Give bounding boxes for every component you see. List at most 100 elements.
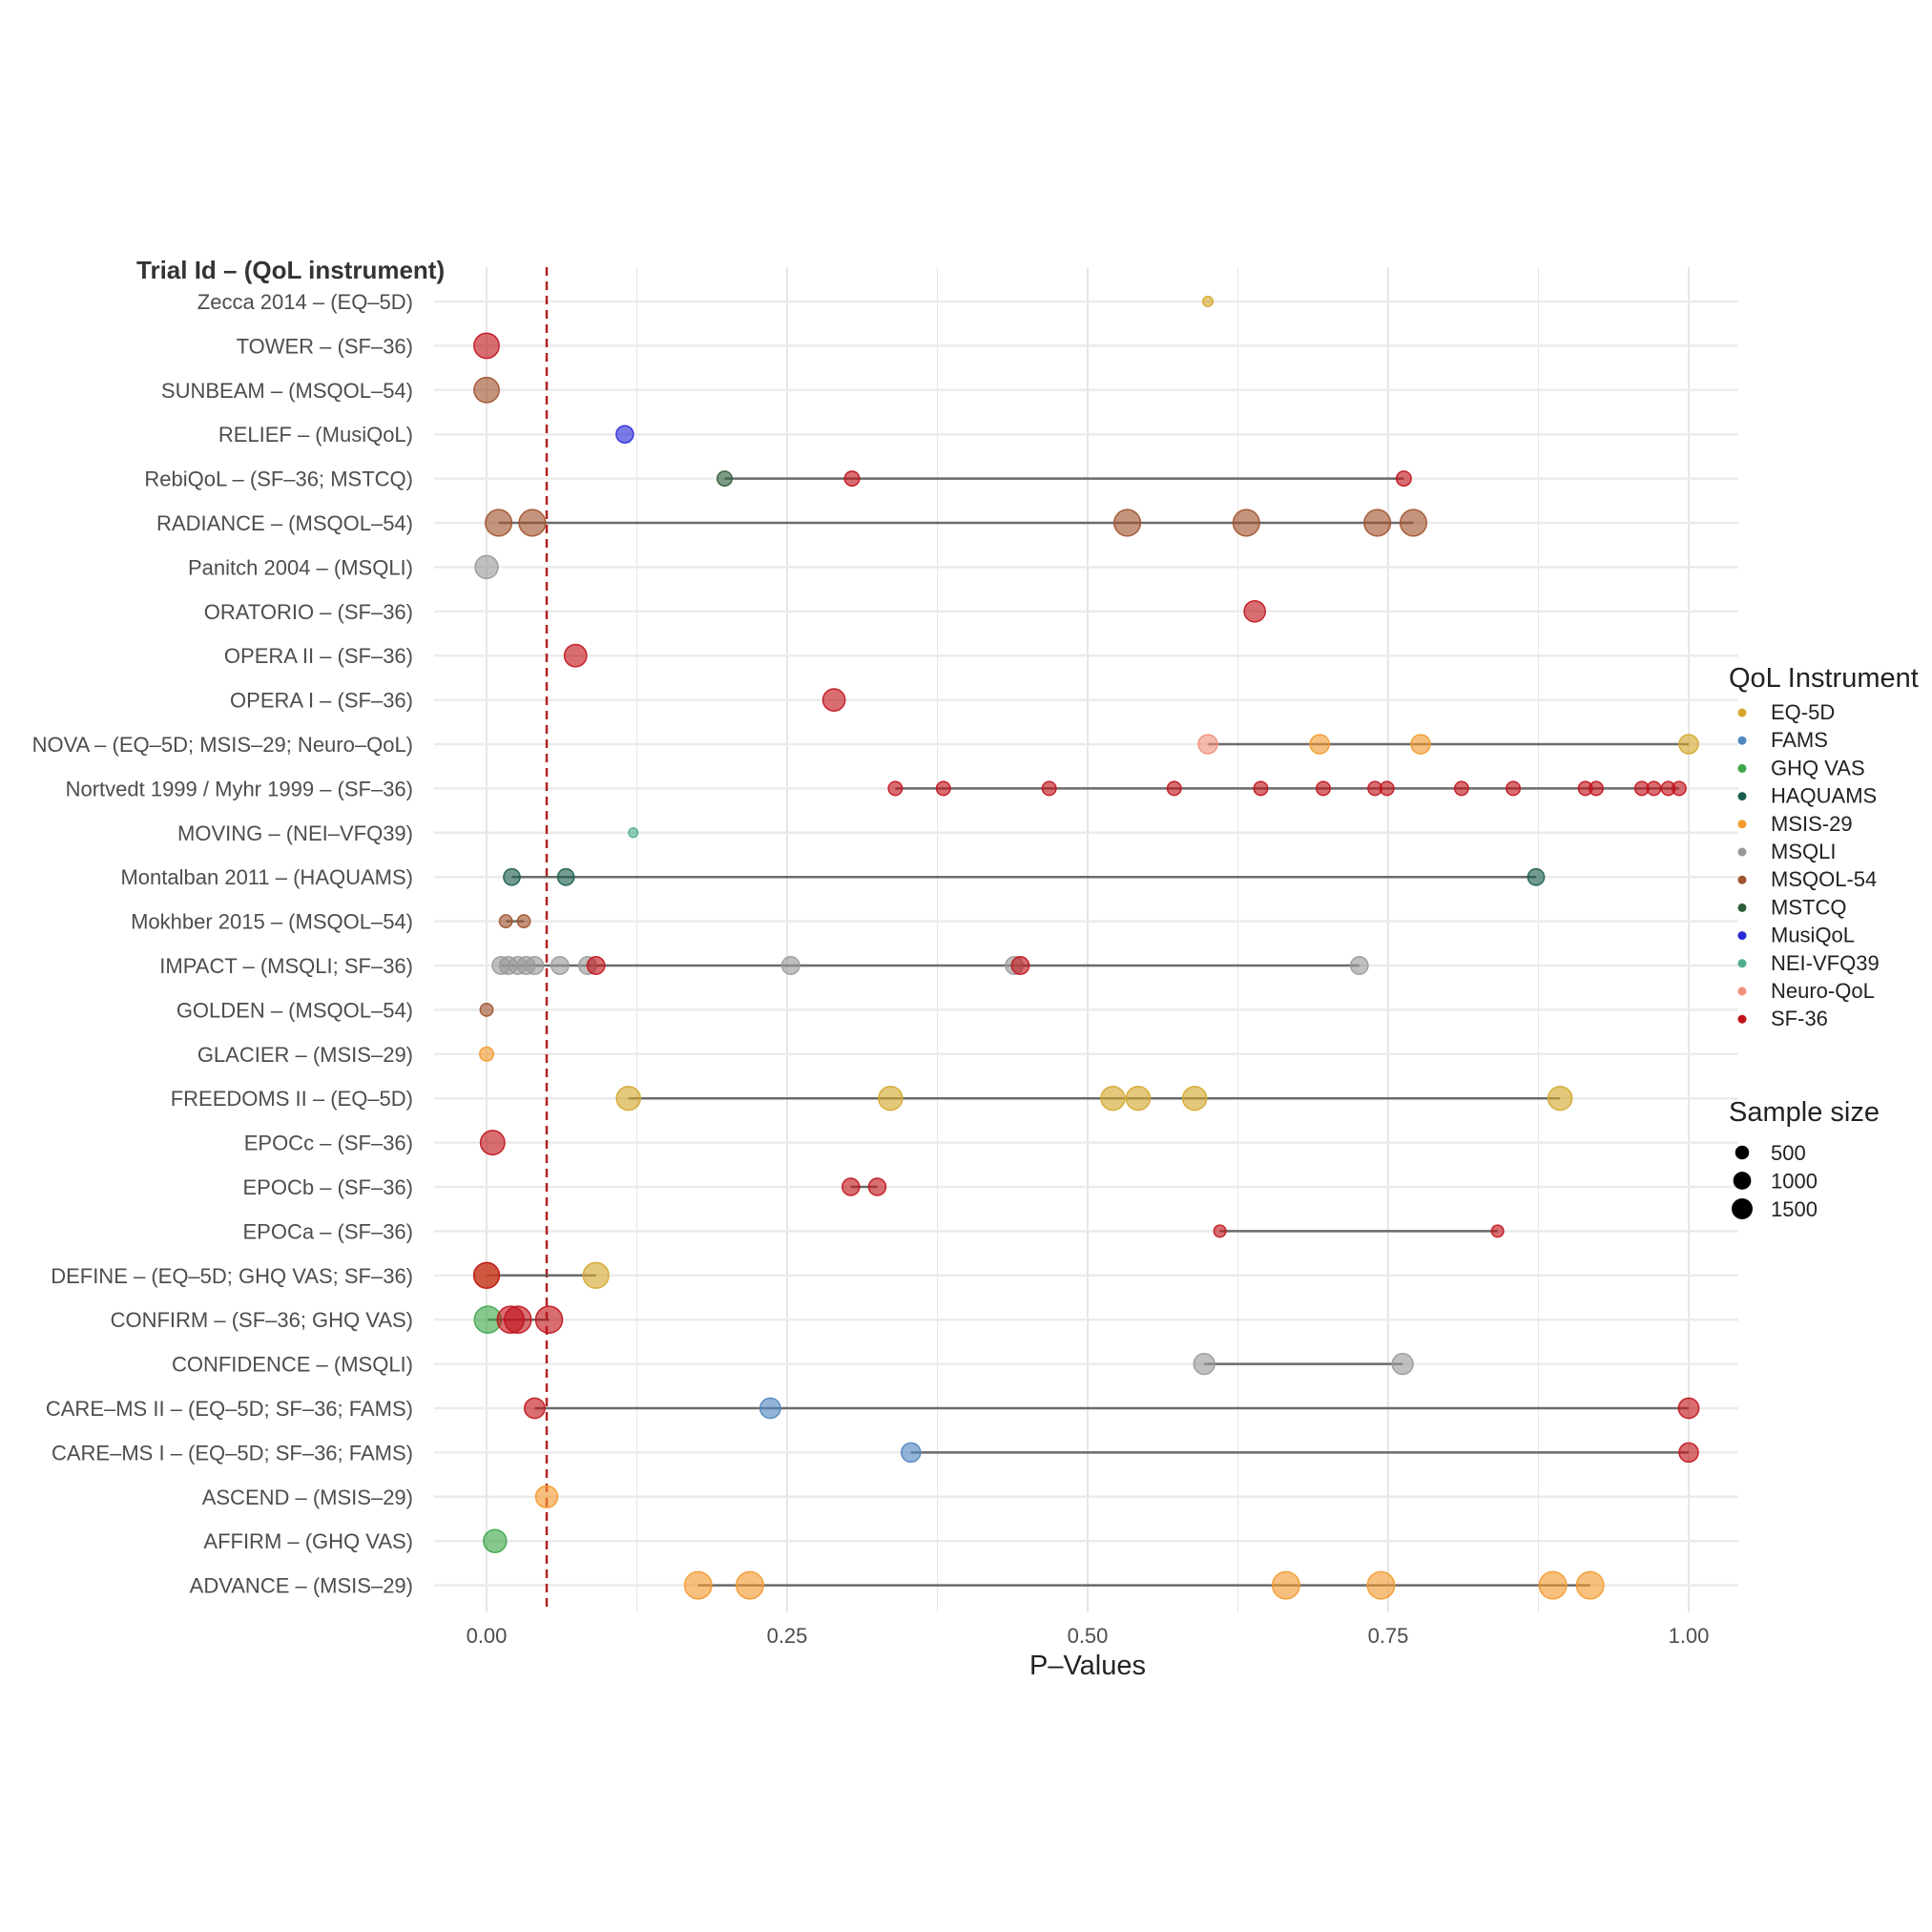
data-point bbox=[615, 425, 634, 444]
data-point bbox=[821, 688, 846, 712]
data-point bbox=[1193, 1352, 1215, 1376]
legend-label: SF-36 bbox=[1771, 1007, 1828, 1030]
data-point bbox=[516, 914, 531, 929]
data-point bbox=[1677, 1397, 1700, 1420]
legend-label: MSTCQ bbox=[1771, 895, 1846, 919]
legend-swatch bbox=[1737, 931, 1747, 941]
legend-label: Neuro-QoL bbox=[1771, 979, 1875, 1003]
y-tick-label: AFFIRM – (GHQ VAS) bbox=[203, 1529, 413, 1553]
legend-swatch bbox=[1737, 987, 1747, 996]
data-point bbox=[841, 1177, 861, 1196]
legend-swatch bbox=[1737, 847, 1747, 857]
data-point bbox=[479, 1130, 506, 1156]
data-point bbox=[1490, 1224, 1505, 1238]
x-tick-label: 0.25 bbox=[767, 1624, 808, 1648]
legend-label: MSIS-29 bbox=[1771, 812, 1853, 836]
data-point bbox=[556, 867, 575, 886]
data-point bbox=[473, 376, 500, 404]
data-point bbox=[1232, 509, 1260, 537]
data-point bbox=[524, 1397, 546, 1420]
data-point bbox=[1125, 1085, 1152, 1111]
sample-size-legend: Sample size 500 1000 1500 bbox=[1729, 1097, 1880, 1221]
data-point bbox=[534, 1305, 564, 1334]
data-point bbox=[586, 956, 606, 975]
y-tick-label: Mokhber 2015 – (MSQOL–54) bbox=[131, 910, 413, 934]
y-tick-label: Zecca 2014 – (EQ–5D) bbox=[197, 290, 413, 314]
data-point bbox=[1181, 1085, 1208, 1111]
data-point bbox=[563, 643, 588, 668]
y-tick-label: EPOCa – (SF–36) bbox=[242, 1219, 413, 1243]
data-point bbox=[683, 1570, 713, 1600]
legend-swatch bbox=[1737, 1014, 1747, 1024]
legend-label: MSQLI bbox=[1771, 840, 1836, 863]
legend-swatch bbox=[1737, 792, 1747, 801]
data-point bbox=[1366, 1570, 1396, 1600]
x-tick-label: 0.00 bbox=[467, 1624, 508, 1648]
data-point bbox=[780, 956, 800, 975]
data-point bbox=[867, 1177, 887, 1196]
data-point bbox=[1391, 1352, 1414, 1376]
legend-label: NEI-VFQ39 bbox=[1771, 951, 1880, 975]
data-point bbox=[1410, 734, 1431, 755]
y-tick-label: CONFIRM – (SF–36; GHQ VAS) bbox=[111, 1308, 413, 1332]
data-point bbox=[900, 1442, 922, 1464]
data-point bbox=[474, 554, 499, 580]
instrument-legend: QoL Instrument EQ-5D FAMS GHQ VAS HAQUAMS MS… bbox=[1729, 663, 1919, 1030]
range-lines bbox=[487, 477, 1689, 1587]
y-tick-label: GOLDEN – (MSQOL–54) bbox=[177, 998, 413, 1022]
size-legend-label: 1500 bbox=[1771, 1197, 1818, 1221]
x-axis-ticks: 0.00 0.25 0.50 0.75 1.00 bbox=[467, 1624, 1710, 1648]
y-tick-label: FREEDOMS II – (EQ–5D) bbox=[171, 1087, 413, 1111]
legend-label: HAQUAMS bbox=[1771, 784, 1877, 808]
y-tick-label: ASCEND – (MSIS–29) bbox=[202, 1485, 413, 1509]
data-point bbox=[1197, 734, 1218, 755]
data-point bbox=[479, 1046, 494, 1062]
data-point bbox=[878, 1085, 904, 1111]
data-point bbox=[1547, 1085, 1573, 1111]
data-point bbox=[1678, 1442, 1699, 1464]
legend-label: GHQ VAS bbox=[1771, 756, 1865, 779]
data-point bbox=[843, 470, 861, 488]
y-tick-label: RADIANCE – (MSQOL–54) bbox=[156, 511, 413, 535]
y-axis-title: Trial Id – (QoL instrument) bbox=[136, 256, 445, 284]
data-point bbox=[735, 1570, 764, 1600]
data-point bbox=[503, 867, 521, 886]
data-point bbox=[1575, 1570, 1605, 1600]
data-point bbox=[534, 1485, 559, 1509]
y-tick-label: ORATORIO – (SF–36) bbox=[204, 600, 413, 624]
legend-swatch bbox=[1737, 903, 1747, 912]
data-point bbox=[1399, 509, 1428, 537]
data-point bbox=[716, 470, 733, 488]
data-point bbox=[935, 780, 951, 797]
instrument-legend-title: QoL Instrument bbox=[1729, 663, 1919, 694]
sample-size-legend-title: Sample size bbox=[1729, 1097, 1880, 1128]
grid bbox=[434, 267, 1738, 1612]
data-point bbox=[1588, 780, 1604, 797]
y-tick-label: CARE–MS I – (EQ–5D; SF–36; FAMS) bbox=[52, 1441, 413, 1465]
legend-swatch bbox=[1737, 763, 1747, 773]
y-tick-label: MOVING – (NEI–VFQ39) bbox=[177, 821, 413, 845]
y-tick-label: GLACIER – (MSIS–29) bbox=[197, 1043, 413, 1067]
legend-swatch bbox=[1737, 875, 1747, 884]
data-point bbox=[615, 1085, 641, 1111]
data-point bbox=[1309, 734, 1330, 755]
y-tick-label: RebiQoL – (SF–36; MSTCQ) bbox=[144, 467, 413, 491]
data-point bbox=[1041, 780, 1057, 797]
data-point bbox=[1100, 1085, 1126, 1111]
size-legend-label: 500 bbox=[1771, 1141, 1806, 1165]
data-point bbox=[1213, 1224, 1227, 1238]
data-points bbox=[472, 295, 1700, 1600]
data-point bbox=[473, 332, 500, 360]
y-axis-labels: Zecca 2014 – (EQ–5D) TOWER – (SF–36) SUNBE… bbox=[32, 290, 413, 1598]
legend-label: MusiQoL bbox=[1771, 924, 1855, 947]
legend-label: FAMS bbox=[1771, 728, 1828, 752]
y-tick-label: Montalban 2011 – (HAQUAMS) bbox=[120, 865, 413, 889]
size-legend-swatch bbox=[1732, 1198, 1753, 1219]
data-point bbox=[1113, 509, 1142, 537]
y-tick-label: RELIEF – (MusiQoL) bbox=[218, 423, 413, 447]
y-tick-label: EPOCc – (SF–36) bbox=[244, 1132, 413, 1155]
y-tick-label: SUNBEAM – (MSQOL–54) bbox=[161, 379, 413, 403]
data-point bbox=[483, 1528, 508, 1553]
y-tick-label: Panitch 2004 – (MSQLI) bbox=[188, 555, 413, 579]
